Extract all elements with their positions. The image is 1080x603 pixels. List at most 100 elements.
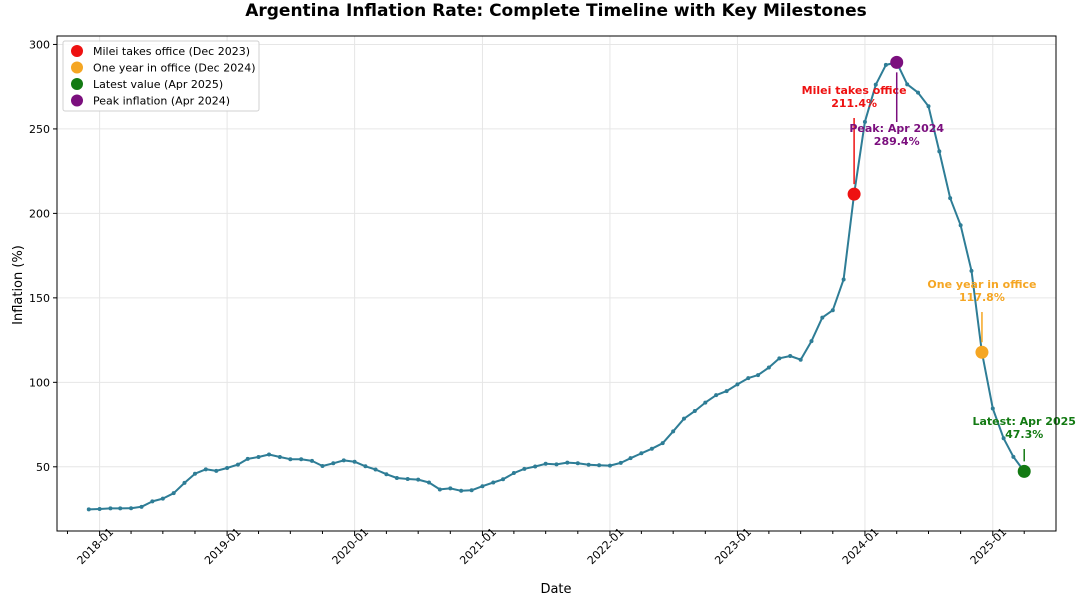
series <box>86 60 1027 512</box>
data-point <box>639 451 644 456</box>
data-point <box>692 409 697 414</box>
x-tick-label: 2019-01 <box>202 525 244 567</box>
data-point <box>341 458 346 463</box>
x-tick-label: 2023-01 <box>712 525 754 567</box>
data-point <box>1001 436 1006 441</box>
data-point <box>1011 454 1016 459</box>
data-point <box>448 486 453 491</box>
data-point <box>628 456 633 461</box>
data-point <box>607 463 612 468</box>
data-point <box>746 376 751 381</box>
data-point <box>862 119 867 124</box>
data-point <box>129 506 134 511</box>
legend-marker <box>71 61 83 74</box>
data-point <box>565 460 570 465</box>
data-point <box>905 82 910 87</box>
data-point <box>586 462 591 467</box>
data-point <box>522 466 527 471</box>
data-point <box>309 458 314 463</box>
y-tick-label: 300 <box>29 38 50 51</box>
data-point <box>766 365 771 370</box>
y-tick-label: 100 <box>29 376 50 389</box>
data-point <box>798 357 803 362</box>
data-point <box>331 461 336 466</box>
data-point <box>756 373 761 378</box>
latest-annotation-title: Latest: Apr 2025 <box>972 415 1075 428</box>
legend-entry: One year in office (Dec 2024) <box>93 62 256 75</box>
y-tick-label: 50 <box>36 461 50 474</box>
data-point <box>384 472 389 477</box>
data-point <box>543 461 548 466</box>
data-point <box>554 462 559 467</box>
data-point <box>820 315 825 320</box>
peak-annotation-value: 289.4% <box>874 135 920 148</box>
data-point <box>948 196 953 201</box>
data-point <box>363 464 368 469</box>
one-year-marker <box>975 345 989 359</box>
data-point <box>394 475 399 480</box>
chart-title: Argentina Inflation Rate: Complete Timel… <box>245 1 867 21</box>
data-point <box>511 471 516 476</box>
data-point <box>926 104 931 109</box>
one-year-annotation-value: 117.8% <box>959 291 1005 304</box>
data-point <box>681 416 686 421</box>
x-tick-label: 2025-01 <box>968 525 1010 567</box>
data-point <box>724 389 729 394</box>
data-point <box>491 480 496 485</box>
x-tick-label: 2021-01 <box>457 525 499 567</box>
legend-marker <box>71 78 83 90</box>
y-tick-label: 200 <box>29 207 50 220</box>
data-point <box>182 480 187 485</box>
data-point <box>416 477 421 482</box>
milei-annotation-value: 211.4% <box>831 97 877 110</box>
legend-box <box>62 40 260 112</box>
data-point <box>118 506 123 511</box>
x-tick-label: 2024-01 <box>840 525 882 567</box>
data-point <box>809 339 814 344</box>
y-axis-label: Inflation (%) <box>11 245 26 325</box>
data-point <box>235 462 240 467</box>
legend-marker <box>71 94 83 107</box>
peak-marker <box>890 55 904 69</box>
data-point <box>735 382 740 387</box>
plot-frame <box>56 35 1057 532</box>
data-point <box>841 277 846 282</box>
legend: Milei takes office (Dec 2023) One year in… <box>62 40 260 112</box>
data-point <box>288 457 293 462</box>
y-tick-label: 150 <box>29 292 50 305</box>
data-point <box>469 488 474 493</box>
data-point <box>873 82 878 87</box>
data-point <box>714 393 719 398</box>
legend-entry: Milei takes office (Dec 2023) <box>93 45 250 58</box>
data-point <box>373 467 378 472</box>
data-point <box>214 468 219 473</box>
data-point <box>990 406 995 411</box>
data-point <box>437 487 442 492</box>
data-point <box>427 480 432 485</box>
data-point <box>533 464 538 469</box>
data-point <box>277 455 282 460</box>
data-point <box>916 90 921 95</box>
x-tick-label: 2018-01 <box>75 525 117 567</box>
data-point <box>225 465 230 470</box>
data-point <box>245 456 250 461</box>
data-point <box>671 429 676 434</box>
data-point <box>171 491 176 496</box>
data-point <box>660 441 665 446</box>
data-point <box>480 484 485 489</box>
data-point <box>788 353 793 358</box>
milei-annotation-title: Milei takes office <box>802 84 907 97</box>
data-point <box>883 62 888 67</box>
peak-annotation-title: Peak: Apr 2024 <box>849 122 944 135</box>
legend-marker <box>71 45 83 57</box>
data-point <box>459 488 464 493</box>
data-point <box>597 463 602 468</box>
data-point <box>618 460 623 465</box>
data-point <box>575 461 580 466</box>
data-point <box>958 223 963 228</box>
data-point <box>203 467 208 472</box>
data-point <box>256 455 261 460</box>
legend-entry: Latest value (Apr 2025) <box>93 78 223 91</box>
